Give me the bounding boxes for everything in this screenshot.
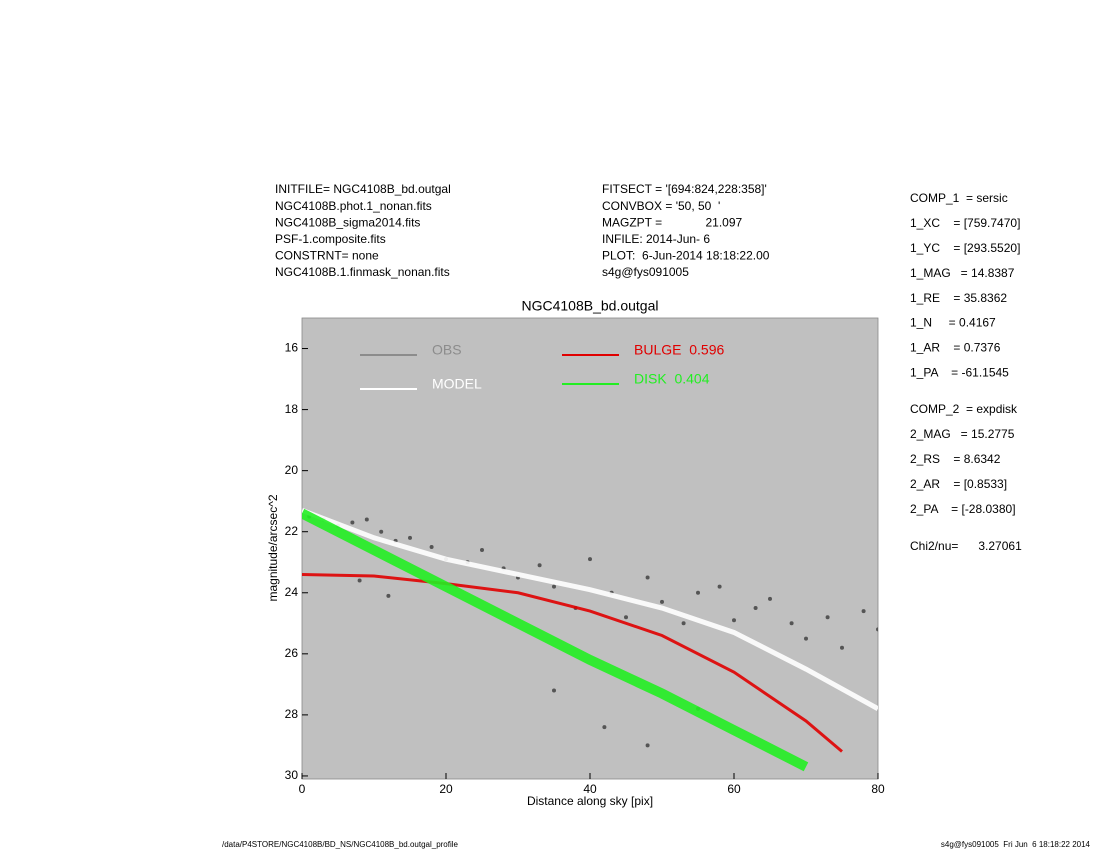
param-line: COMP_2 = expdisk: [910, 402, 1018, 416]
legend-label: MODEL: [432, 376, 482, 392]
obs-point: [537, 563, 542, 568]
plot-background: [301, 317, 879, 780]
legend-label: OBS: [432, 342, 462, 358]
obs-point: [480, 548, 484, 553]
y-axis-label: magnitude/arcsec^2: [266, 494, 280, 601]
x-tick-label: 60: [727, 782, 741, 796]
obs-point: [861, 609, 866, 614]
header-left-line: INITFILE= NGC4108B_bd.outgal: [275, 182, 451, 196]
header-left-line: NGC4108B.1.finmask_nonan.fits: [275, 265, 450, 279]
header-left-line: CONSTRNT= none: [275, 249, 379, 263]
legend-label: BULGE 0.596: [634, 342, 724, 358]
param-line: 1_N = 0.4167: [910, 316, 996, 330]
obs-point: [357, 578, 362, 583]
obs-point: [717, 584, 722, 589]
obs-point: [429, 544, 434, 549]
x-tick-label: 20: [439, 782, 453, 796]
profile-line: [302, 508, 809, 772]
obs-point: [825, 615, 830, 620]
obs-point: [753, 606, 758, 611]
obs-point: [645, 743, 650, 748]
param-line: 1_MAG = 14.8387: [910, 266, 1015, 280]
header-middle-line: s4g@fys091005: [602, 265, 689, 279]
y-tick-label: 30: [285, 768, 299, 782]
footer-stamp: s4g@fys091005 Fri Jun 6 18:18:22 2014: [941, 840, 1091, 849]
obs-point: [732, 618, 736, 623]
param-line: 1_PA = -61.1545: [910, 365, 1009, 379]
obs-point: [876, 627, 878, 632]
header-left-line: NGC4108B.phot.1_nonan.fits: [275, 199, 432, 213]
y-tick-label: 22: [285, 524, 299, 538]
param-line: 1_YC = [293.5520]: [910, 241, 1020, 255]
obs-point: [602, 725, 607, 730]
y-tick-label: 16: [285, 341, 299, 355]
header-middle-line: FITSECT = '[694:824,228:358]': [602, 182, 767, 196]
param-line: 2_MAG = 15.2775: [910, 427, 1015, 441]
obs-point: [804, 636, 808, 641]
y-tick-label: 26: [285, 646, 299, 660]
obs-point: [768, 596, 772, 601]
param-line: COMP_1 = sersic: [910, 191, 1008, 205]
obs-point: [552, 688, 556, 693]
obs-point: [660, 599, 664, 604]
header-middle-line: INFILE: 2014-Jun- 6: [602, 232, 710, 246]
obs-point: [408, 535, 412, 540]
param-line: 1_XC = [759.7470]: [910, 216, 1020, 230]
x-tick-label: 80: [871, 782, 885, 796]
obs-point: [696, 590, 700, 595]
param-line: 2_AR = [0.8533]: [910, 477, 1007, 491]
x-tick-label: 0: [299, 782, 306, 796]
obs-point: [789, 621, 794, 626]
param-line: 2_PA = [-28.0380]: [910, 502, 1016, 516]
chi2-line: Chi2/nu= 3.27061: [910, 539, 1022, 553]
obs-point: [624, 615, 628, 620]
obs-point: [645, 575, 650, 580]
obs-point: [588, 557, 592, 562]
param-line: 1_RE = 35.8362: [910, 291, 1007, 305]
obs-point: [379, 529, 384, 534]
legend-label: DISK 0.404: [634, 371, 710, 387]
profile-line: [302, 508, 878, 711]
plot-area: [302, 508, 878, 772]
x-tick-label: 40: [583, 782, 597, 796]
obs-point: [364, 517, 369, 522]
y-tick-label: 18: [285, 402, 299, 416]
obs-point: [552, 584, 556, 589]
param-line: 1_AR = 0.7376: [910, 341, 1001, 355]
obs-point: [386, 593, 391, 598]
header-middle-line: PLOT: 6-Jun-2014 18:18:22.00: [602, 249, 770, 263]
param-line: 2_RS = 8.6342: [910, 452, 1001, 466]
x-axis-label: Distance along sky [pix]: [527, 794, 653, 808]
y-tick-label: 28: [285, 707, 299, 721]
y-tick-label: 20: [285, 463, 299, 477]
header-middle-line: CONVBOX = '50, 50 ': [602, 199, 720, 213]
chart-title: NGC4108B_bd.outgal: [522, 298, 659, 314]
header-left-line: PSF-1.composite.fits: [275, 232, 386, 246]
footer-path: /data/P4STORE/NGC4108B/BD_NS/NGC4108B_bd…: [222, 840, 459, 849]
y-tick-label: 24: [285, 585, 299, 599]
header-left-line: NGC4108B_sigma2014.fits: [275, 215, 420, 229]
obs-point: [350, 520, 355, 525]
obs-point: [840, 645, 844, 650]
obs-point: [681, 621, 686, 626]
profile-line: [302, 572, 843, 753]
header-middle-line: MAGZPT = 21.097: [602, 215, 742, 229]
